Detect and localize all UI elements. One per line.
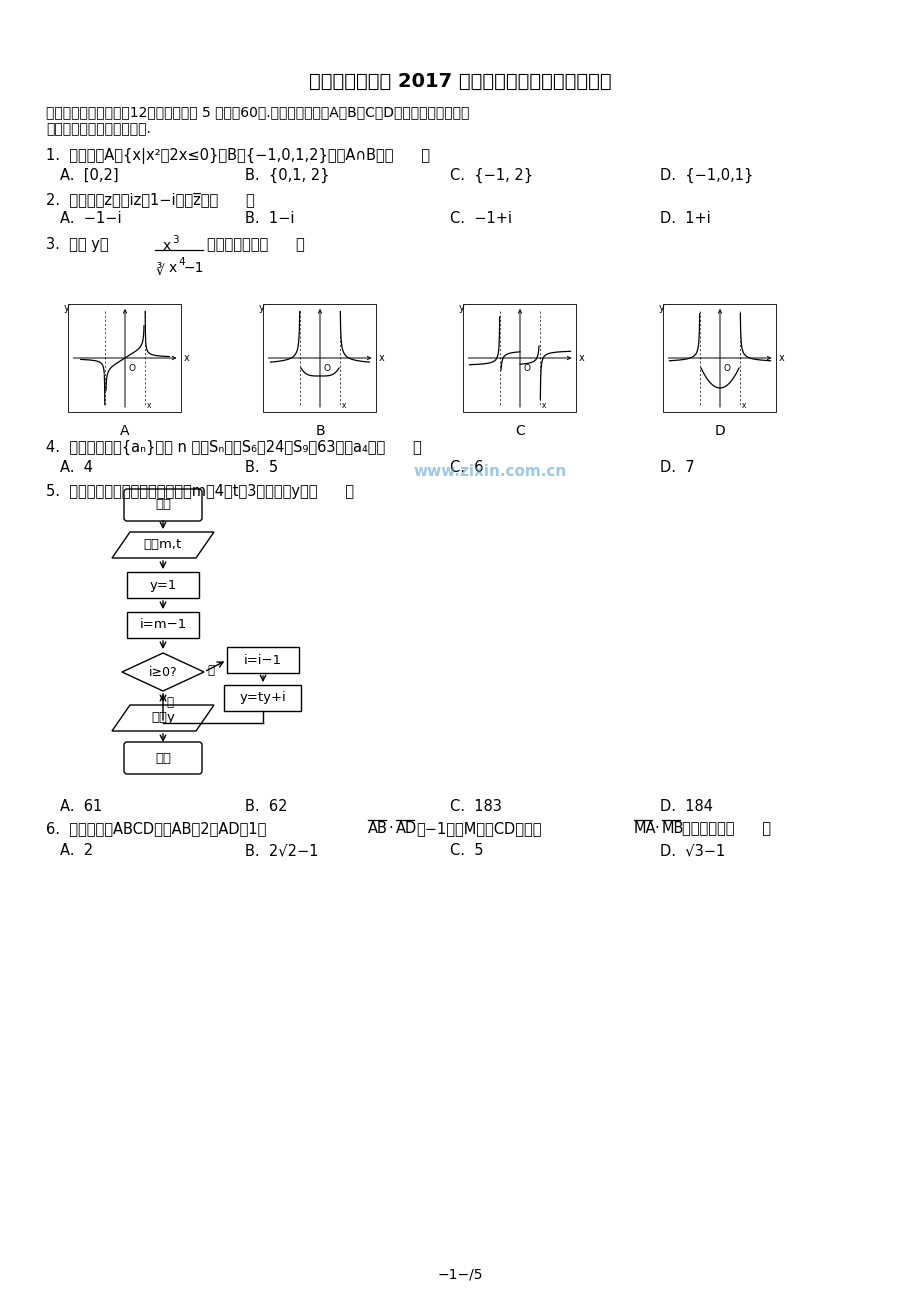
Text: y: y <box>459 303 464 312</box>
Text: ＝−1，点M在辽CD上，则: ＝−1，点M在辽CD上，则 <box>415 822 541 836</box>
Text: AB: AB <box>368 822 388 836</box>
Text: 的图像大致是（      ）: 的图像大致是（ ） <box>207 237 304 253</box>
Text: ∛: ∛ <box>156 264 165 279</box>
Text: y: y <box>63 303 69 312</box>
Text: B.  {0,1, 2}: B. {0,1, 2} <box>244 168 329 184</box>
Text: B.  62: B. 62 <box>244 799 288 814</box>
Text: y=ty+i: y=ty+i <box>239 691 286 704</box>
Text: A: A <box>120 424 130 437</box>
Text: y=1: y=1 <box>149 578 176 591</box>
Text: x: x <box>742 401 745 410</box>
FancyBboxPatch shape <box>124 742 202 773</box>
Text: 6.  平行四边形ABCD中，AB＝2，AD＝1，: 6. 平行四边形ABCD中，AB＝2，AD＝1， <box>46 822 267 836</box>
Text: 是: 是 <box>207 664 214 677</box>
Bar <box>68 303 181 411</box>
Text: 否: 否 <box>165 697 173 710</box>
Text: 一个选项是符合题目要求的.: 一个选项是符合题目要求的. <box>46 122 151 135</box>
Text: x: x <box>163 240 171 253</box>
Text: O: O <box>323 365 331 372</box>
Text: 3: 3 <box>172 234 178 245</box>
Text: AD: AD <box>395 822 417 836</box>
Text: 1.  已知集合A＝{x|x²－2x≤0}，B＝{−1,0,1,2}，则A∩B＝（      ）: 1. 已知集合A＝{x|x²－2x≤0}，B＝{−1,0,1,2}，则A∩B＝（… <box>46 148 429 164</box>
Text: y: y <box>258 303 264 312</box>
Text: 安徽省蚌埠山市 2017 年高考二模数学（理科）试卷: 安徽省蚌埠山市 2017 年高考二模数学（理科）试卷 <box>309 72 610 91</box>
Text: 4: 4 <box>177 256 185 267</box>
Text: O: O <box>129 365 136 372</box>
Text: x: x <box>777 353 783 363</box>
Bar <box>127 572 199 598</box>
Text: i=i−1: i=i−1 <box>244 654 282 667</box>
Text: x: x <box>169 260 177 275</box>
Text: 输入m,t: 输入m,t <box>143 539 182 552</box>
Bar <box>224 685 301 711</box>
Text: B: B <box>315 424 324 437</box>
Text: D.  √3−1: D. √3−1 <box>659 842 724 858</box>
Text: A.  −1−i: A. −1−i <box>60 211 121 227</box>
Text: B.  5: B. 5 <box>244 460 278 475</box>
Text: 3.  函数 y＝: 3. 函数 y＝ <box>46 237 108 253</box>
Text: O: O <box>723 365 731 372</box>
Text: D.  184: D. 184 <box>659 799 712 814</box>
Polygon shape <box>112 704 214 730</box>
Polygon shape <box>112 533 214 559</box>
Text: C.  5: C. 5 <box>449 842 483 858</box>
Text: D: D <box>714 424 724 437</box>
Text: −1−/5: −1−/5 <box>437 1268 482 1282</box>
Text: C: C <box>515 424 525 437</box>
Text: A.  61: A. 61 <box>60 799 102 814</box>
Text: A.  4: A. 4 <box>60 460 93 475</box>
Bar <box>263 303 376 411</box>
Text: i≥0?: i≥0? <box>149 665 177 678</box>
Text: 2.  已知复数z满足iz＝1−i，则z̅＝（      ）: 2. 已知复数z满足iz＝1−i，则z̅＝（ ） <box>46 191 255 207</box>
Bar <box>663 303 776 411</box>
Text: x: x <box>147 401 152 410</box>
Text: i=m−1: i=m−1 <box>139 618 187 631</box>
Text: C.  183: C. 183 <box>449 799 502 814</box>
Text: x: x <box>541 401 546 410</box>
Text: ·: · <box>653 822 658 836</box>
Text: x: x <box>578 353 584 363</box>
Text: 一、选择题：本大题入12小题，每小题 5 分，內60分.在每小题所给的A、B、C、D的四个选项中，只有: 一、选择题：本大题入12小题，每小题 5 分，內60分.在每小题所给的A、B、C… <box>46 105 469 118</box>
Text: A.  2: A. 2 <box>60 842 93 858</box>
Text: 5.  如图所示的程序框图中，如输入m＝4，t＝3，则输出y＝（      ）: 5. 如图所示的程序框图中，如输入m＝4，t＝3，则输出y＝（ ） <box>46 484 354 499</box>
Polygon shape <box>122 654 204 691</box>
Text: 的最大値为（      ）: 的最大値为（ ） <box>681 822 770 836</box>
Text: x: x <box>342 401 346 410</box>
Text: D.  {−1,0,1}: D. {−1,0,1} <box>659 168 753 184</box>
Bar <box>227 647 299 673</box>
Text: −1: −1 <box>184 260 204 275</box>
Bar <box>463 303 576 411</box>
Text: B.  2√2−1: B. 2√2−1 <box>244 842 318 858</box>
Text: A.  [0,2]: A. [0,2] <box>60 168 119 184</box>
Bar <box>127 612 199 638</box>
Text: x: x <box>378 353 384 363</box>
Text: y: y <box>658 303 664 312</box>
Text: D.  1+i: D. 1+i <box>659 211 710 227</box>
Text: D.  7: D. 7 <box>659 460 694 475</box>
Text: MB: MB <box>662 822 684 836</box>
FancyBboxPatch shape <box>124 490 202 521</box>
Text: C.  {−1, 2}: C. {−1, 2} <box>449 168 532 184</box>
Text: O: O <box>524 365 530 372</box>
Text: C.  −1+i: C. −1+i <box>449 211 512 227</box>
Text: www.zixin.com.cn: www.zixin.com.cn <box>413 465 566 479</box>
Text: C.  6: C. 6 <box>449 460 483 475</box>
Text: B.  1−i: B. 1−i <box>244 211 294 227</box>
Text: 输出y: 输出y <box>151 711 175 724</box>
Text: x: x <box>183 353 189 363</box>
Text: 4.  已知等差数列{aₙ}的前 n 项和Sₙ，且S₆＝24，S₉＝63，则a₄＝（      ）: 4. 已知等差数列{aₙ}的前 n 项和Sₙ，且S₆＝24，S₉＝63，则a₄＝… <box>46 440 421 456</box>
Text: 开始: 开始 <box>154 499 171 512</box>
Text: MA: MA <box>633 822 656 836</box>
Text: 结束: 结束 <box>154 751 171 764</box>
Text: ·: · <box>388 822 392 836</box>
